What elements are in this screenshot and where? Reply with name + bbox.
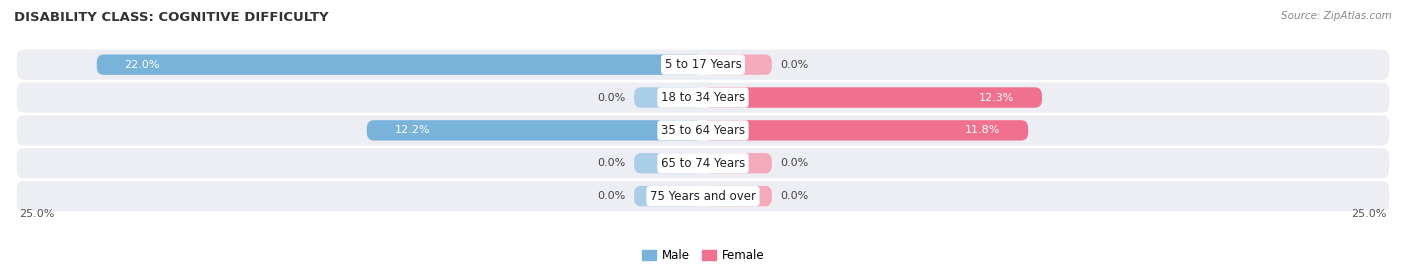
Text: 5 to 17 Years: 5 to 17 Years [665, 58, 741, 71]
FancyBboxPatch shape [17, 115, 1389, 146]
FancyBboxPatch shape [703, 87, 1042, 108]
Text: 22.0%: 22.0% [124, 60, 160, 70]
Text: 0.0%: 0.0% [598, 191, 626, 201]
FancyBboxPatch shape [17, 83, 1389, 113]
Text: 0.0%: 0.0% [780, 60, 808, 70]
FancyBboxPatch shape [97, 54, 703, 75]
Text: Source: ZipAtlas.com: Source: ZipAtlas.com [1281, 11, 1392, 21]
FancyBboxPatch shape [17, 50, 1389, 80]
Legend: Male, Female: Male, Female [641, 249, 765, 262]
Text: 11.8%: 11.8% [966, 125, 1001, 135]
FancyBboxPatch shape [703, 54, 772, 75]
FancyBboxPatch shape [703, 153, 772, 173]
FancyBboxPatch shape [634, 186, 703, 206]
Text: 25.0%: 25.0% [20, 209, 55, 219]
FancyBboxPatch shape [17, 148, 1389, 178]
Text: 65 to 74 Years: 65 to 74 Years [661, 157, 745, 170]
Text: 0.0%: 0.0% [598, 158, 626, 168]
FancyBboxPatch shape [17, 181, 1389, 211]
Text: 12.2%: 12.2% [394, 125, 430, 135]
FancyBboxPatch shape [703, 120, 1028, 141]
Text: 0.0%: 0.0% [780, 191, 808, 201]
Text: 35 to 64 Years: 35 to 64 Years [661, 124, 745, 137]
Text: DISABILITY CLASS: COGNITIVE DIFFICULTY: DISABILITY CLASS: COGNITIVE DIFFICULTY [14, 11, 329, 24]
FancyBboxPatch shape [703, 186, 772, 206]
Text: 0.0%: 0.0% [780, 158, 808, 168]
FancyBboxPatch shape [634, 153, 703, 173]
Text: 12.3%: 12.3% [979, 92, 1014, 103]
Text: 18 to 34 Years: 18 to 34 Years [661, 91, 745, 104]
Text: 75 Years and over: 75 Years and over [650, 189, 756, 203]
FancyBboxPatch shape [367, 120, 703, 141]
Text: 25.0%: 25.0% [1351, 209, 1386, 219]
Text: 0.0%: 0.0% [598, 92, 626, 103]
FancyBboxPatch shape [634, 87, 703, 108]
